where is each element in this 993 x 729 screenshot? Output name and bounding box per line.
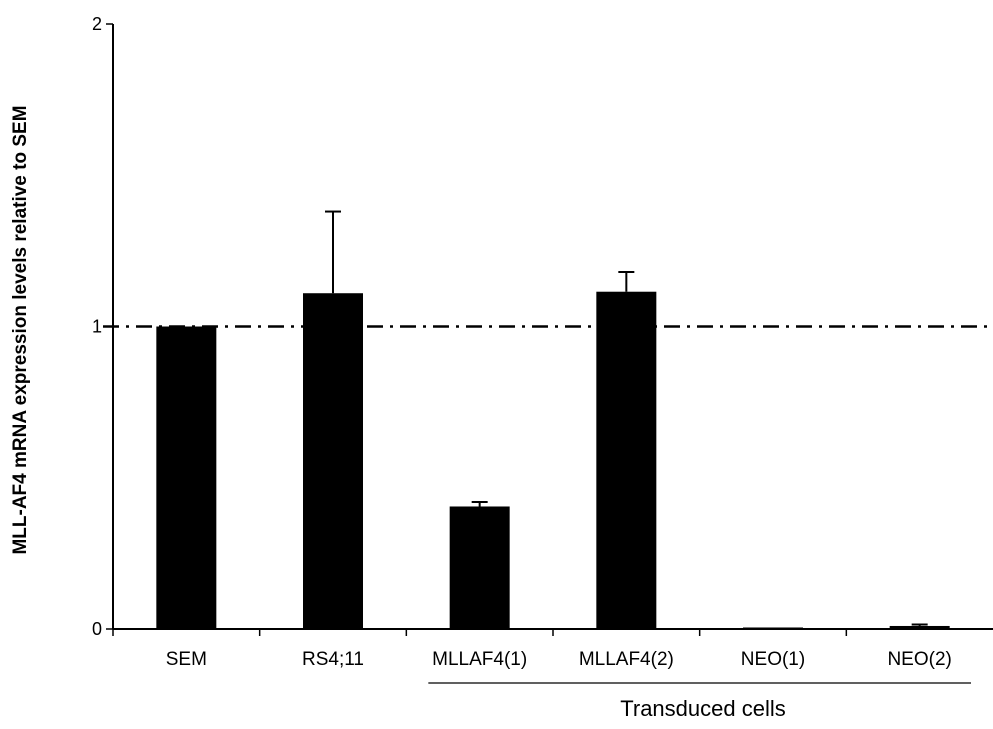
- category-label: NEO(2): [887, 649, 951, 670]
- group-label: Transduced cells: [620, 696, 785, 721]
- y-tick-label: 1: [92, 317, 102, 337]
- bar: [743, 627, 803, 629]
- bar: [449, 506, 510, 629]
- bar: [596, 291, 657, 629]
- bar: [156, 326, 217, 629]
- category-label: MLLAF4(1): [432, 649, 527, 670]
- category-label: MLLAF4(2): [579, 649, 674, 670]
- category-label: SEM: [166, 649, 207, 670]
- y-axis-label: MLL-AF4 mRNA expression levels relative …: [10, 105, 31, 554]
- bar: [889, 625, 950, 629]
- bar: [303, 293, 363, 629]
- category-label: NEO(1): [741, 649, 805, 670]
- y-tick-label: 0: [92, 619, 102, 639]
- plot-area: 0 1 2 SEM RS4;11 MLLAF4(1) MLLAF4(2) NEO(1) NEO(…: [92, 14, 993, 684]
- category-label: RS4;11: [302, 649, 364, 670]
- y-tick-label: 2: [92, 14, 102, 34]
